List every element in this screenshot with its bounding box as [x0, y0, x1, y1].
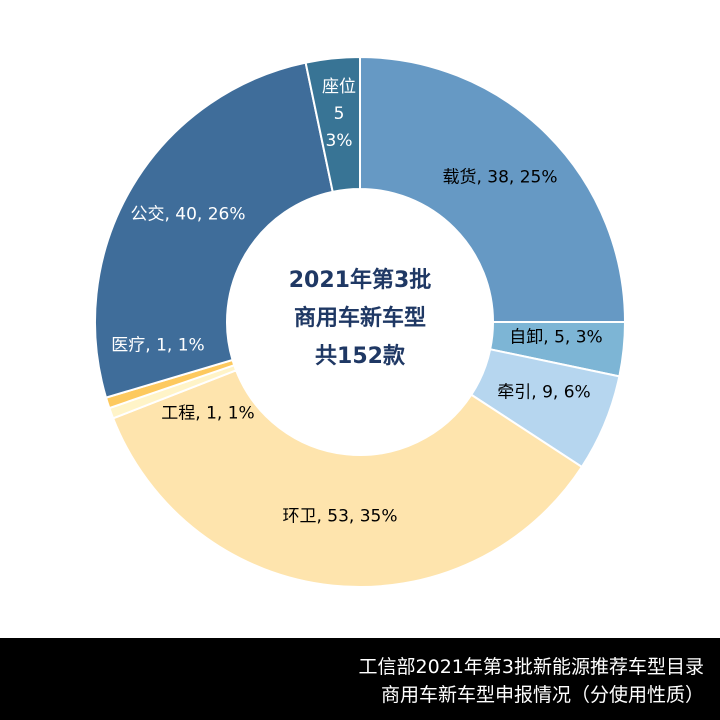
data-label: 载货, 38, 25%: [442, 167, 558, 188]
slice: [359, 55, 627, 323]
center-text: 2021年第3批: [288, 268, 432, 293]
center-text: 共152款: [315, 344, 405, 369]
slice: [111, 369, 584, 588]
footer-line: 工信部2021年第3批新能源推荐车型目录: [358, 656, 704, 678]
data-label: 自卸, 5, 3%: [509, 327, 603, 348]
data-label: 牵引, 9, 6%: [497, 382, 591, 403]
footer-line: 商用车新车型申报情况（分使用性质）: [380, 684, 704, 706]
slice: [304, 55, 361, 194]
center-text: 商用车新车型: [293, 306, 426, 331]
data-label: 公交, 40, 26%: [130, 204, 246, 225]
data-label: 工程, 1, 1%: [161, 403, 255, 424]
footer: 工信部2021年第3批新能源推荐车型目录 商用车新车型申报情况（分使用性质）: [0, 638, 720, 720]
slice: [94, 61, 334, 399]
data-label: 环卫, 53, 35%: [282, 506, 398, 527]
data-label: 医疗, 1, 1%: [111, 335, 205, 356]
chart: [94, 55, 627, 588]
data-label: 座位 5 3%: [322, 77, 356, 152]
